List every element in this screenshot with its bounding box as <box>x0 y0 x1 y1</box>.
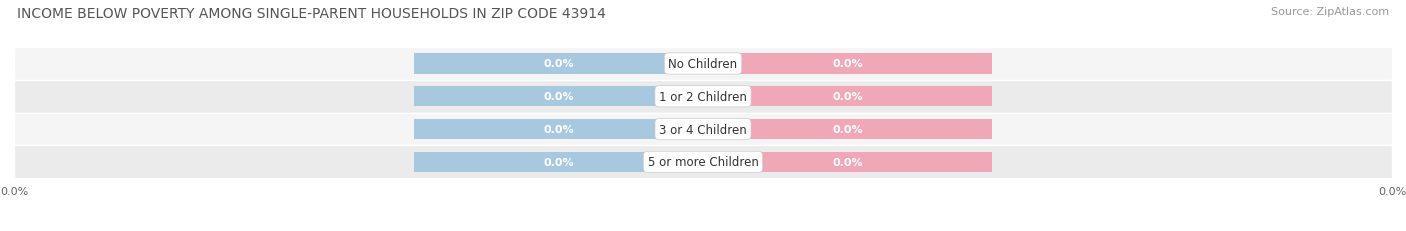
Text: 5 or more Children: 5 or more Children <box>648 156 758 169</box>
Bar <box>413 119 703 140</box>
Bar <box>14 146 1392 179</box>
Text: 1 or 2 Children: 1 or 2 Children <box>659 90 747 103</box>
Text: 0.0%: 0.0% <box>832 157 863 167</box>
Bar <box>703 54 993 74</box>
Bar <box>14 81 1392 113</box>
Bar <box>14 113 1392 146</box>
Bar <box>413 152 703 172</box>
Bar <box>703 87 993 107</box>
Text: 0.0%: 0.0% <box>832 125 863 134</box>
Text: 3 or 4 Children: 3 or 4 Children <box>659 123 747 136</box>
Text: 0.0%: 0.0% <box>543 92 574 102</box>
Text: No Children: No Children <box>668 58 738 71</box>
Text: 0.0%: 0.0% <box>832 59 863 69</box>
Bar <box>703 152 993 172</box>
Text: 0.0%: 0.0% <box>543 157 574 167</box>
Text: Source: ZipAtlas.com: Source: ZipAtlas.com <box>1271 7 1389 17</box>
Text: INCOME BELOW POVERTY AMONG SINGLE-PARENT HOUSEHOLDS IN ZIP CODE 43914: INCOME BELOW POVERTY AMONG SINGLE-PARENT… <box>17 7 606 21</box>
Text: 0.0%: 0.0% <box>543 59 574 69</box>
Text: 0.0%: 0.0% <box>543 125 574 134</box>
Bar <box>413 54 703 74</box>
Bar <box>703 119 993 140</box>
Bar <box>413 87 703 107</box>
Text: 0.0%: 0.0% <box>832 92 863 102</box>
Bar <box>14 48 1392 81</box>
